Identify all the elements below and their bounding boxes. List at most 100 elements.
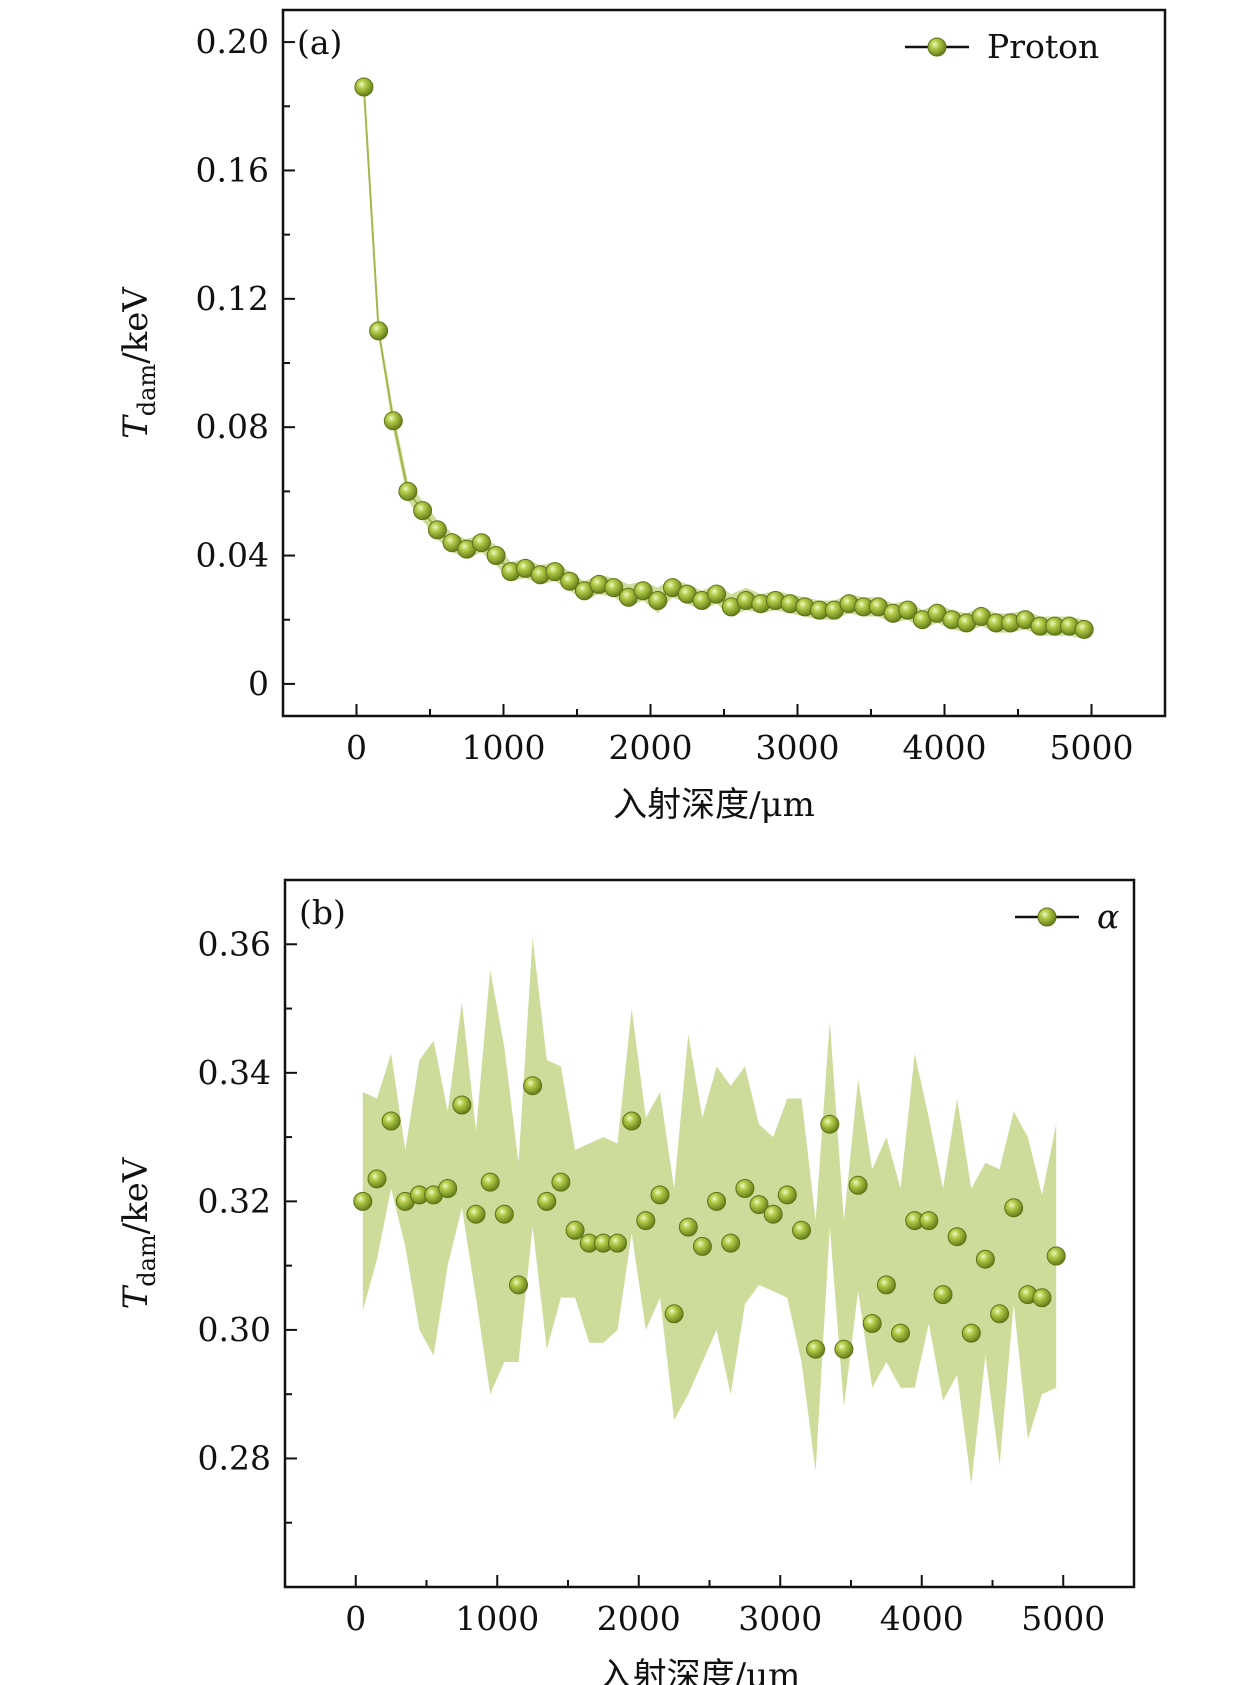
y-tick-label: 0.36: [198, 924, 271, 963]
y-tick-label: 0.20: [196, 22, 269, 61]
data-point: [947, 1227, 967, 1247]
panel-label: (b): [299, 893, 346, 932]
data-point: [565, 1220, 585, 1240]
y-tick-label: 0.32: [198, 1181, 271, 1220]
data-point: [367, 1169, 387, 1189]
data-point: [480, 1172, 500, 1192]
data-point: [486, 546, 506, 565]
y-axis-title-sub: dam: [133, 1234, 161, 1287]
data-point: [509, 1275, 528, 1295]
data-point: [1032, 1288, 1052, 1308]
x-ticks: 0 1000 2000 3000 4000 5000: [345, 1575, 1105, 1638]
data-point: [523, 1076, 543, 1096]
band-area: [362, 937, 1057, 1485]
x-axis-title: 入射深度/μm: [599, 1656, 801, 1685]
y-ticks: 0.28 0.30 0.32 0.34 0.36: [198, 879, 297, 1524]
data-point: [560, 571, 580, 591]
data-point: [438, 1179, 458, 1198]
data-point: [933, 1285, 953, 1305]
data-point: [735, 1179, 755, 1198]
data-point: [636, 1211, 656, 1231]
x-tick-label: 5000: [1050, 728, 1134, 767]
y-tick-label: 0.30: [198, 1310, 271, 1349]
panel-a-proton: 0 0.04 0.08 0.12 0.16 0.20 0 1000 2000 3000 4000 5…: [116, 8, 1167, 825]
x-tick-label: 1000: [462, 728, 546, 767]
data-point: [650, 1185, 670, 1205]
y-axis-title-main: T: [116, 1284, 156, 1309]
data-point: [452, 1095, 472, 1115]
x-tick-label: 2000: [597, 1599, 681, 1638]
x-tick-label: 3000: [738, 1599, 822, 1638]
data-point: [891, 1323, 910, 1343]
x-tick-label: 2000: [609, 728, 693, 767]
data-point: [633, 581, 653, 601]
data-point: [692, 1236, 712, 1256]
data-point: [898, 600, 918, 620]
y-tick-label: 0.16: [196, 150, 269, 189]
legend-marker-icon: [1037, 907, 1057, 927]
data-point: [862, 1314, 882, 1333]
data-point: [820, 1114, 840, 1134]
x-tick-label: 4000: [880, 1599, 964, 1638]
data-point: [664, 1304, 684, 1324]
data-point: [848, 1175, 868, 1195]
data-point: [622, 1111, 642, 1131]
y-tick-label: 0.34: [198, 1053, 271, 1092]
legend-label: α: [1097, 897, 1119, 936]
y-axis-title-unit: /keV: [116, 1156, 156, 1234]
legend-marker-icon: [927, 37, 947, 57]
x-axis-title: 入射深度/μm: [613, 785, 815, 825]
data-point: [721, 1233, 741, 1253]
data-point: [1046, 1246, 1066, 1266]
data-point: [876, 1275, 896, 1295]
y-tick-label: 0.04: [196, 536, 269, 575]
data-point: [707, 584, 727, 604]
data-point: [383, 411, 403, 431]
data-point: [494, 1204, 514, 1224]
y-tick-label: 0.28: [198, 1438, 271, 1477]
data-point: [834, 1339, 854, 1359]
data-point: [792, 1220, 811, 1240]
y-axis-title-main: T: [116, 414, 156, 439]
data-point: [678, 1217, 698, 1237]
panel-label: (a): [297, 23, 342, 62]
y-axis-title: Tdam/keV: [116, 286, 161, 439]
x-tick-label: 3000: [756, 728, 840, 767]
legend-label: Proton: [987, 27, 1099, 66]
y-ticks: 0 0.04 0.08 0.12 0.16 0.20: [196, 22, 295, 703]
data-point: [466, 1204, 486, 1224]
y-tick-label: 0: [248, 664, 269, 703]
data-point: [398, 481, 418, 501]
data-point: [1004, 1198, 1024, 1218]
panel-b-alpha: 0.28 0.30 0.32 0.34 0.36 0 1000 2000 3000 4000 50…: [116, 878, 1136, 1685]
x-tick-label: 5000: [1021, 1599, 1105, 1638]
data-point: [763, 1204, 783, 1224]
data-point: [961, 1323, 981, 1343]
x-ticks: 0 1000 2000 3000 4000 5000: [346, 704, 1133, 767]
y-axis-title: Tdam/keV: [116, 1156, 161, 1309]
data-point: [1074, 619, 1094, 639]
x-tick-label: 0: [345, 1599, 366, 1638]
data-point: [648, 591, 668, 610]
data-point: [354, 77, 374, 97]
x-tick-label: 0: [346, 728, 367, 767]
x-tick-label: 4000: [903, 728, 987, 767]
data-point: [707, 1191, 727, 1211]
data-point: [413, 501, 433, 521]
data-point: [975, 1249, 995, 1269]
data-point: [545, 562, 565, 582]
x-tick-label: 1000: [455, 1599, 539, 1638]
y-axis-title-unit: /keV: [116, 286, 156, 364]
data-point: [472, 533, 491, 553]
points-group: [354, 77, 1094, 639]
data-point: [537, 1191, 557, 1211]
y-tick-label: 0.12: [196, 279, 269, 318]
data-point: [919, 1211, 939, 1231]
data-point: [749, 1195, 769, 1215]
data-point: [381, 1111, 401, 1131]
y-axis-title-sub: dam: [133, 364, 161, 417]
y-tick-label: 0.08: [196, 407, 269, 446]
data-point: [608, 1233, 627, 1253]
legend: α: [1015, 897, 1119, 936]
data-point: [369, 321, 389, 341]
